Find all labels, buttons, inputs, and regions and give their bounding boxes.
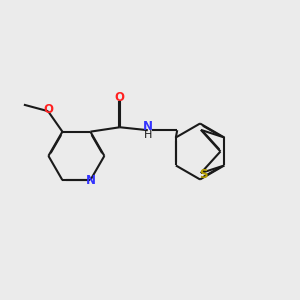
Text: H: H [144, 130, 152, 140]
Text: N: N [143, 120, 153, 133]
Text: N: N [86, 174, 96, 187]
Text: O: O [43, 103, 53, 116]
Text: S: S [200, 168, 208, 181]
Text: O: O [115, 91, 125, 104]
